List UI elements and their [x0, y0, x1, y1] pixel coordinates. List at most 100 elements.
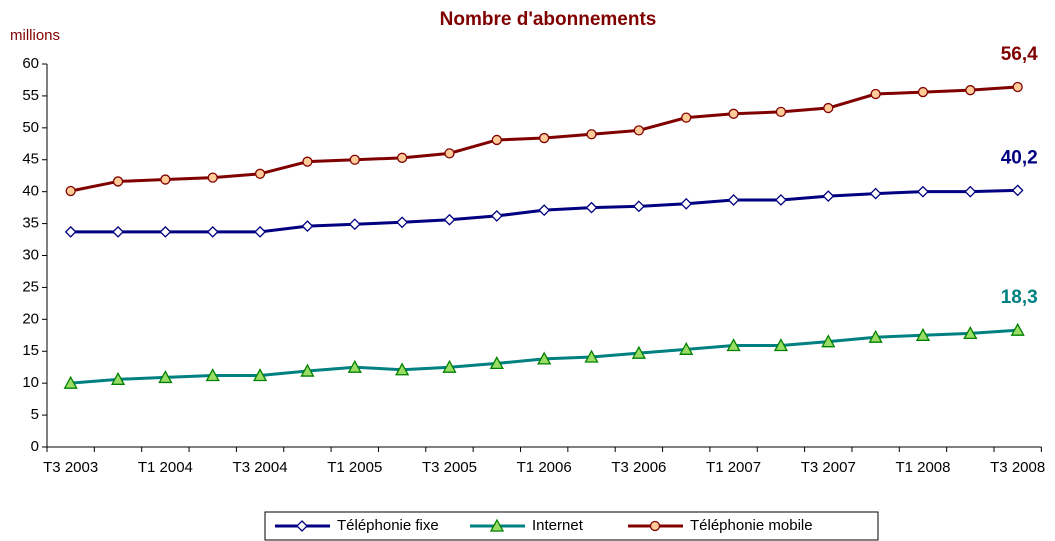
data-point — [585, 201, 598, 214]
data-point — [207, 172, 218, 183]
data-point — [1010, 322, 1025, 336]
data-point — [396, 216, 409, 229]
data-point — [252, 368, 268, 382]
legend-marker — [296, 520, 308, 532]
data-point — [632, 200, 645, 213]
data-point — [206, 225, 219, 238]
data-point — [917, 185, 929, 198]
data-point — [1011, 184, 1024, 197]
data-point — [869, 187, 882, 200]
y-tick-label: 30 — [22, 246, 39, 263]
data-point — [442, 359, 457, 373]
data-point — [349, 154, 360, 165]
data-point — [965, 85, 976, 96]
data-point — [301, 220, 314, 233]
y-tick-label: 50 — [22, 119, 39, 136]
data-point — [489, 356, 504, 370]
y-tick-label: 40 — [22, 183, 39, 200]
x-tick-label: T3 2003 — [43, 459, 98, 476]
data-point — [110, 371, 126, 385]
data-point — [64, 225, 77, 238]
data-point — [444, 148, 455, 159]
data-point — [63, 375, 78, 389]
data-point — [347, 359, 362, 373]
x-tick-label: T1 2004 — [138, 459, 193, 476]
data-point — [159, 225, 172, 238]
data-point — [963, 326, 978, 340]
x-tick-label: T3 2007 — [801, 459, 856, 476]
data-point — [112, 225, 124, 238]
data-label: 40,2 — [1001, 147, 1038, 168]
y-tick-label: 35 — [22, 215, 39, 232]
x-tick-label: T1 2006 — [517, 459, 572, 476]
data-point — [395, 362, 410, 376]
data-point — [681, 112, 692, 123]
data-point — [300, 363, 315, 377]
data-point — [631, 345, 646, 359]
y-tick-label: 55 — [22, 87, 39, 104]
x-tick-label: T1 2005 — [327, 459, 382, 476]
data-point — [775, 194, 787, 206]
data-label: 18,3 — [1001, 287, 1038, 308]
data-point — [538, 204, 551, 217]
data-point — [680, 197, 693, 210]
data-point — [679, 341, 694, 355]
chart-title: Nombre d'abonnements — [440, 9, 657, 30]
data-point — [822, 190, 835, 203]
y-tick-label: 20 — [22, 310, 39, 327]
x-tick-label: T3 2004 — [233, 459, 288, 476]
data-point — [158, 370, 173, 384]
y-tick-label: 10 — [22, 374, 39, 391]
legend-box — [264, 511, 879, 541]
data-point — [775, 106, 787, 118]
legend-label: Téléphonie mobile — [690, 517, 813, 534]
data-point — [823, 102, 834, 114]
data-point — [821, 334, 836, 348]
x-tick-label: T3 2006 — [611, 459, 666, 476]
data-point — [728, 108, 739, 119]
legend-label: Internet — [532, 517, 584, 534]
y-tick-label: 25 — [22, 278, 39, 295]
data-point — [205, 368, 220, 382]
x-tick-label: T3 2005 — [422, 459, 477, 476]
data-label: 56,4 — [1001, 44, 1038, 65]
y-tick-label: 0 — [31, 438, 39, 455]
y-tick-label: 45 — [22, 151, 39, 168]
y-tick-label: 60 — [22, 55, 39, 72]
data-point — [964, 185, 977, 198]
data-point — [633, 125, 645, 136]
data-point — [915, 327, 931, 341]
data-point — [539, 132, 550, 144]
legend-marker — [489, 518, 505, 532]
data-point — [586, 129, 597, 140]
x-tick-label: T1 2007 — [706, 459, 761, 476]
x-tick-label: T1 2008 — [895, 459, 950, 476]
legend-label: Téléphonie fixe — [337, 517, 439, 534]
data-point — [160, 174, 171, 185]
data-point — [727, 194, 740, 206]
y-tick-label: 5 — [31, 406, 39, 423]
data-point — [1012, 81, 1023, 93]
data-point — [348, 218, 361, 231]
data-point — [726, 338, 741, 352]
data-point — [584, 349, 599, 363]
legend-marker — [649, 520, 661, 532]
x-tick-label: T3 2008 — [990, 459, 1045, 476]
data-point — [254, 168, 266, 179]
data-point — [773, 338, 789, 352]
y-tick-label: 15 — [22, 342, 39, 359]
data-point — [870, 88, 881, 100]
data-point — [302, 156, 313, 167]
data-point — [491, 134, 502, 146]
data-point — [112, 176, 124, 187]
data-point — [490, 210, 503, 222]
data-point — [537, 351, 552, 365]
data-point — [396, 152, 408, 163]
data-point — [868, 329, 883, 343]
data-point — [254, 225, 266, 238]
data-point — [917, 86, 929, 98]
data-point — [443, 213, 456, 226]
data-point — [65, 185, 76, 197]
y-axis-label: millions — [10, 27, 60, 44]
